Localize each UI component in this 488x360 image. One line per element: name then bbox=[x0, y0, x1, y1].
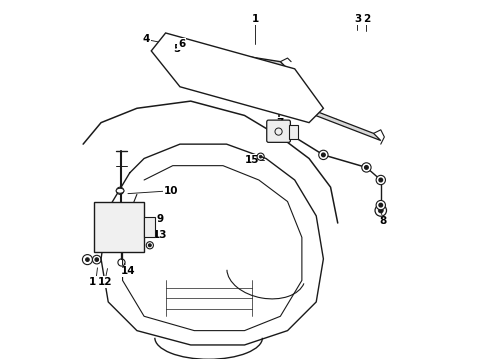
Text: 1: 1 bbox=[251, 14, 258, 24]
Text: 7: 7 bbox=[276, 118, 284, 128]
Text: 5: 5 bbox=[172, 44, 180, 54]
Text: 9: 9 bbox=[156, 215, 163, 224]
Circle shape bbox=[378, 208, 383, 213]
Circle shape bbox=[364, 166, 367, 169]
Circle shape bbox=[85, 258, 89, 261]
FancyBboxPatch shape bbox=[266, 120, 290, 142]
Polygon shape bbox=[280, 98, 380, 140]
Circle shape bbox=[375, 175, 385, 185]
FancyBboxPatch shape bbox=[288, 125, 297, 139]
Ellipse shape bbox=[116, 188, 124, 193]
Text: 10: 10 bbox=[163, 186, 178, 196]
Text: 11: 11 bbox=[88, 277, 102, 287]
FancyBboxPatch shape bbox=[144, 217, 155, 237]
Circle shape bbox=[375, 201, 385, 210]
Circle shape bbox=[95, 258, 99, 261]
Text: 15: 15 bbox=[244, 155, 258, 165]
Text: 4: 4 bbox=[142, 35, 149, 44]
Polygon shape bbox=[151, 33, 323, 123]
Circle shape bbox=[378, 178, 382, 182]
Circle shape bbox=[378, 203, 382, 207]
Circle shape bbox=[361, 163, 370, 172]
Text: 14: 14 bbox=[121, 266, 135, 276]
Polygon shape bbox=[165, 44, 294, 76]
Circle shape bbox=[259, 155, 262, 158]
FancyBboxPatch shape bbox=[94, 202, 144, 252]
Text: 12: 12 bbox=[97, 277, 112, 287]
Text: 8: 8 bbox=[378, 216, 386, 226]
Circle shape bbox=[148, 244, 151, 247]
Text: 2: 2 bbox=[362, 14, 369, 24]
Text: 6: 6 bbox=[178, 40, 185, 49]
Text: 3: 3 bbox=[353, 14, 360, 24]
Text: 13: 13 bbox=[153, 230, 167, 239]
Circle shape bbox=[318, 150, 327, 159]
Circle shape bbox=[321, 153, 325, 157]
